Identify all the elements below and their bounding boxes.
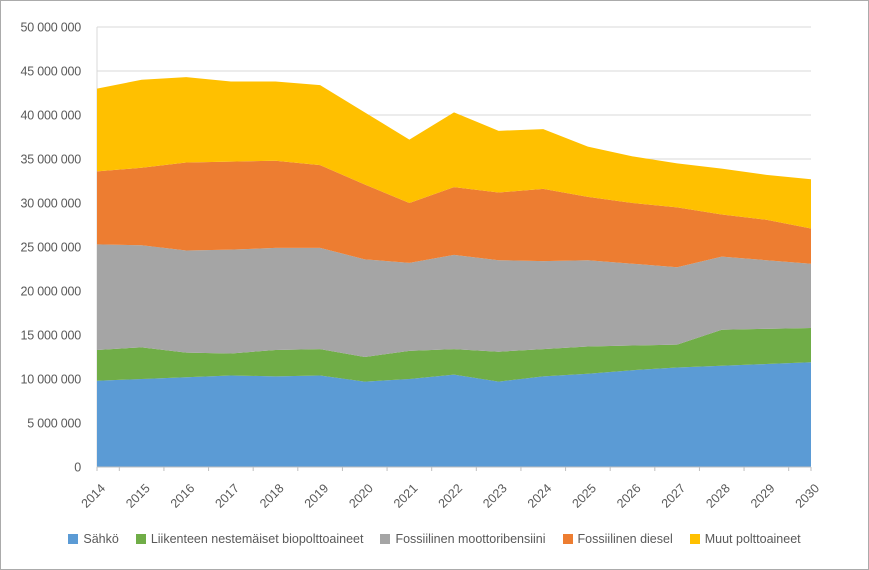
- y-axis-label: 25 000 000: [20, 241, 81, 255]
- y-axis-label: 50 000 000: [20, 21, 81, 35]
- x-axis-label: 2021: [391, 481, 421, 511]
- x-axis-label: 2014: [79, 481, 109, 511]
- x-axis-label: 2015: [123, 481, 153, 511]
- area-s-hk: [97, 362, 811, 467]
- legend-label: Fossiilinen diesel: [577, 532, 673, 546]
- y-axis-label: 10 000 000: [20, 373, 81, 387]
- y-axis-label: 45 000 000: [20, 65, 81, 79]
- area-fossiilinen-moottoribensiini: [97, 244, 811, 357]
- x-axis-label: 2027: [659, 481, 689, 511]
- x-axis-label: 2028: [703, 481, 733, 511]
- legend-swatch-liikenteen-nestem-iset-biopolttoaineet: [135, 534, 146, 544]
- y-axis-label: 15 000 000: [20, 329, 81, 343]
- x-axis-label: 2019: [302, 481, 332, 511]
- legend-swatch-fossiilinen-diesel: [562, 534, 573, 544]
- y-axis-label: 35 000 000: [20, 153, 81, 167]
- y-axis-label: 20 000 000: [20, 285, 81, 299]
- legend-swatch-muut-polttoaineet: [689, 534, 700, 544]
- legend-swatch-s-hk: [68, 534, 79, 544]
- legend-label: Fossiilinen moottoribensiini: [395, 532, 546, 546]
- x-axis-label: 2025: [569, 481, 599, 511]
- area-muut-polttoaineet: [97, 77, 811, 229]
- y-axis-label: 30 000 000: [20, 197, 81, 211]
- x-axis-label: 2023: [480, 481, 510, 511]
- legend-label: Sähkö: [83, 532, 119, 546]
- legend-item-liikenteen-nestem-iset-biopolttoaineet: Liikenteen nestemäiset biopolttoaineet: [135, 532, 364, 546]
- y-axis-label: 0: [74, 461, 81, 475]
- x-axis-label: 2030: [793, 481, 823, 511]
- legend-item-s-hk: Sähkö: [68, 532, 119, 546]
- x-axis-label: 2024: [525, 481, 555, 511]
- area-liikenteen-nestem-iset-biopolttoaineet: [97, 327, 811, 382]
- legend-label: Liikenteen nestemäiset biopolttoaineet: [150, 532, 364, 546]
- x-axis-label: 2016: [168, 481, 198, 511]
- x-axis-label: 2026: [614, 481, 644, 511]
- x-axis-label: 2018: [257, 481, 287, 511]
- legend-label: Muut polttoaineet: [704, 532, 801, 546]
- y-axis-label: 5 000 000: [27, 417, 81, 431]
- area-fossiilinen-diesel: [97, 160, 811, 268]
- legend-item-fossiilinen-moottoribensiini: Fossiilinen moottoribensiini: [380, 532, 546, 546]
- x-axis-label: 2020: [346, 481, 376, 511]
- chart-legend: Sähkö Liikenteen nestemäiset biopolttoain…: [1, 532, 868, 546]
- x-axis-label: 2029: [748, 481, 778, 511]
- legend-item-fossiilinen-diesel: Fossiilinen diesel: [562, 532, 673, 546]
- legend-item-muut-polttoaineet: Muut polttoaineet: [689, 532, 801, 546]
- legend-swatch-fossiilinen-moottoribensiini: [380, 534, 391, 544]
- x-axis-label: 2017: [212, 481, 242, 511]
- x-axis-label: 2022: [436, 481, 466, 511]
- y-axis-label: 40 000 000: [20, 109, 81, 123]
